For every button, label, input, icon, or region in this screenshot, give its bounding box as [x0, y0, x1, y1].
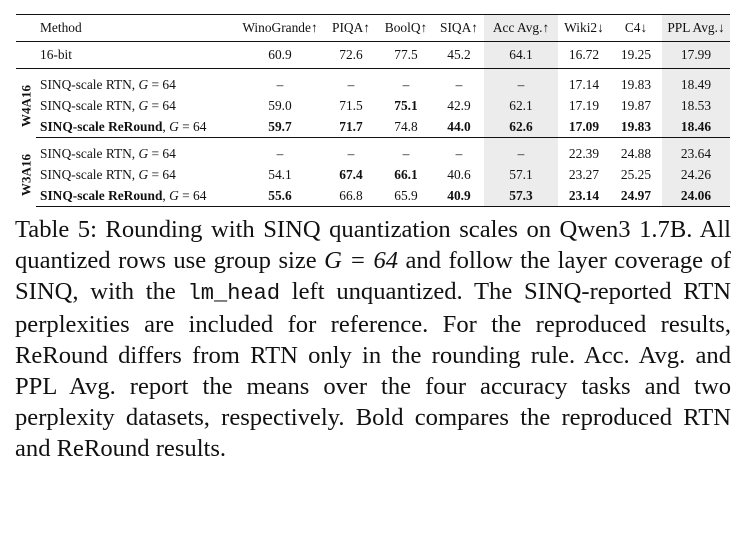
- table-row: SINQ-scale ReRound, G = 64 59.7 71.7 74.…: [16, 116, 730, 138]
- group-label-cell: W4A16: [16, 74, 36, 138]
- baseline-siqa: 45.2: [434, 41, 484, 69]
- header-siqa: SIQA↑: [434, 14, 484, 42]
- method-cell: SINQ-scale RTN, G = 64: [40, 167, 176, 182]
- header-piqa: PIQA↑: [324, 14, 378, 42]
- cell-boolq: –: [402, 77, 410, 92]
- cell-siqa: 40.9: [434, 185, 484, 207]
- cell-boolq: 74.8: [378, 116, 434, 138]
- cell-c4: 19.83: [620, 77, 652, 92]
- baseline-method: 16-bit: [36, 41, 236, 69]
- method-cell: SINQ-scale ReRound, G = 64: [36, 185, 236, 207]
- table-row: SINQ-scale ReRound, G = 64 55.6 66.8 65.…: [16, 185, 730, 207]
- cell-acc-avg: 62.6: [484, 116, 558, 138]
- method-cell: SINQ-scale RTN, G = 64: [40, 146, 176, 161]
- baseline-winogrande: 60.9: [236, 41, 324, 69]
- cell-siqa: 42.9: [447, 98, 471, 113]
- caption-formula: G = 64: [324, 247, 399, 274]
- cell-wiki2: 17.09: [558, 116, 610, 138]
- cell-siqa: 44.0: [434, 116, 484, 138]
- baseline-piqa: 72.6: [324, 41, 378, 69]
- baseline-boolq: 77.5: [378, 41, 434, 69]
- cell-piqa: 67.4: [339, 167, 363, 182]
- cell-siqa: –: [455, 77, 463, 92]
- cell-piqa: 71.7: [324, 116, 378, 138]
- baseline-c4: 19.25: [610, 41, 662, 69]
- table-row: W3A16 SINQ-scale RTN, G = 64 – – – – – 2…: [16, 143, 730, 196]
- cell-piqa: –: [347, 77, 355, 92]
- header-acc-avg: Acc Avg.↑: [484, 14, 558, 42]
- cell-winogrande: 59.0: [268, 98, 292, 113]
- cell-piqa: –: [347, 146, 355, 161]
- method-cell: SINQ-scale RTN, G = 64: [40, 98, 176, 113]
- table-row: W4A16 SINQ-scale RTN, G = 64 – – – – – 1…: [16, 74, 730, 127]
- cell-winogrande: –: [276, 77, 284, 92]
- cell-acc-avg: –: [484, 74, 558, 95]
- cell-c4: 19.83: [610, 116, 662, 138]
- cell-boolq: 65.9: [378, 185, 434, 207]
- cell-piqa: 66.8: [324, 185, 378, 207]
- cell-wiki2: 17.14: [568, 77, 600, 92]
- cell-winogrande: 54.1: [268, 167, 292, 182]
- baseline-acc-avg: 64.1: [484, 41, 558, 69]
- cell-c4: 19.87: [620, 98, 652, 113]
- method-cell: SINQ-scale ReRound, G = 64: [36, 116, 236, 138]
- cell-c4: 24.97: [610, 185, 662, 207]
- cell-ppl-avg: 18.53: [662, 95, 730, 116]
- cell-winogrande: –: [276, 146, 284, 161]
- cell-ppl-avg: 24.06: [662, 185, 730, 207]
- header-row: Method WinoGrande↑ PIQA↑ BoolQ↑ SIQA↑ Ac…: [16, 14, 730, 42]
- header-winogrande: WinoGrande↑: [236, 14, 324, 42]
- cell-wiki2: 17.19: [568, 98, 600, 113]
- baseline-wiki2: 16.72: [558, 41, 610, 69]
- cell-acc-avg: 57.3: [484, 185, 558, 207]
- cell-wiki2: 23.27: [568, 167, 600, 182]
- cell-wiki2: 22.39: [568, 146, 600, 161]
- method-cell: SINQ-scale RTN, G = 64: [40, 77, 176, 92]
- header-ppl-avg: PPL Avg.↓: [662, 14, 730, 42]
- group-label-w3a16: W3A16: [18, 153, 34, 196]
- baseline-row: 16-bit 60.9 72.6 77.5 45.2 64.1 16.72 19…: [16, 41, 730, 69]
- caption-code: lm_head: [187, 281, 281, 306]
- cell-piqa: 71.5: [339, 98, 363, 113]
- cell-siqa: 40.6: [447, 167, 471, 182]
- header-method: Method: [36, 14, 236, 42]
- header-boolq: BoolQ↑: [378, 14, 434, 42]
- cell-acc-avg: 57.1: [484, 164, 558, 185]
- results-table: Method WinoGrande↑ PIQA↑ BoolQ↑ SIQA↑ Ac…: [16, 14, 730, 207]
- table-row: SINQ-scale RTN, G = 64 54.1 67.4 66.1 40…: [16, 164, 730, 185]
- cell-c4: 25.25: [620, 167, 652, 182]
- group-label-cell: W3A16: [16, 143, 36, 207]
- table-row: SINQ-scale RTN, G = 64 59.0 71.5 75.1 42…: [16, 95, 730, 116]
- group-label-w4a16: W4A16: [18, 84, 34, 127]
- cell-winogrande: 55.6: [236, 185, 324, 207]
- cell-boolq: –: [402, 146, 410, 161]
- table-caption: Table 5: Rounding with SINQ quantization…: [15, 216, 731, 462]
- cell-boolq: 75.1: [394, 98, 418, 113]
- cell-c4: 24.88: [620, 146, 652, 161]
- header-wiki2: Wiki2↓: [558, 14, 610, 42]
- cell-ppl-avg: 18.46: [662, 116, 730, 138]
- cell-acc-avg: 62.1: [484, 95, 558, 116]
- table: Method WinoGrande↑ PIQA↑ BoolQ↑ SIQA↑ Ac…: [16, 14, 730, 207]
- cell-winogrande: 59.7: [236, 116, 324, 138]
- cell-acc-avg: –: [484, 143, 558, 164]
- cell-boolq: 66.1: [394, 167, 418, 182]
- baseline-ppl-avg: 17.99: [662, 41, 730, 69]
- cell-ppl-avg: 24.26: [662, 164, 730, 185]
- header-c4: C4↓: [610, 14, 662, 42]
- cell-ppl-avg: 23.64: [662, 143, 730, 164]
- cell-wiki2: 23.14: [558, 185, 610, 207]
- cell-ppl-avg: 18.49: [662, 74, 730, 95]
- cell-siqa: –: [455, 146, 463, 161]
